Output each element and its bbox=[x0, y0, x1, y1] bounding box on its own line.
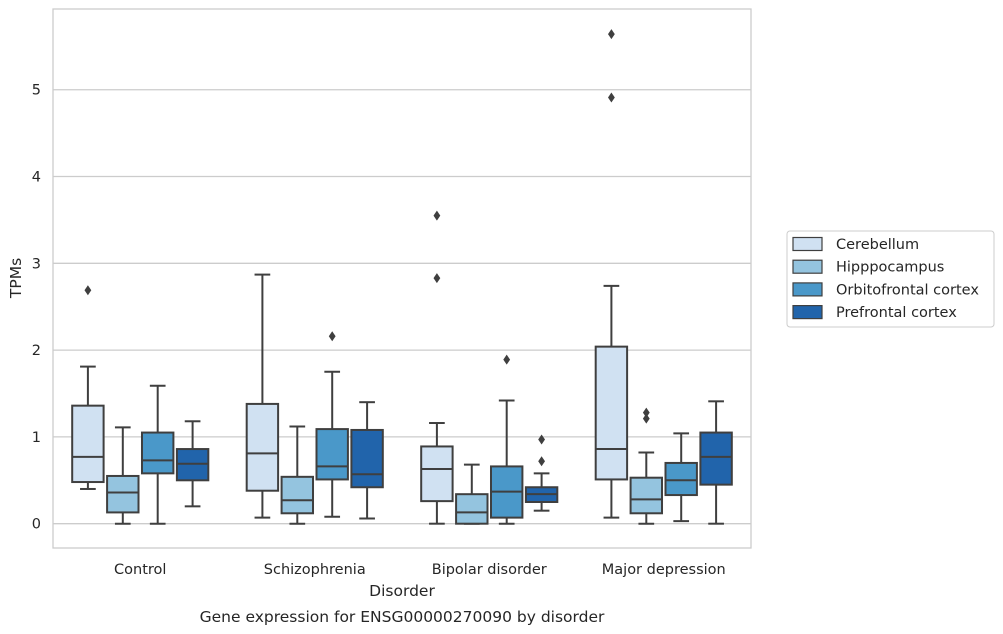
box-prefrontal-cortex bbox=[699, 400, 733, 525]
iqr-box bbox=[699, 431, 733, 486]
box-hipppocampus bbox=[280, 425, 315, 525]
x-tick-label: Control bbox=[114, 562, 166, 578]
outlier-point bbox=[608, 29, 615, 40]
outlier-point bbox=[84, 285, 92, 296]
box-hipppocampus bbox=[106, 426, 140, 525]
box-cerebellum bbox=[420, 210, 454, 525]
y-axis-label: TPMs bbox=[7, 258, 25, 299]
iqr-box bbox=[280, 475, 315, 515]
outlier-point bbox=[328, 331, 336, 342]
outlier-point bbox=[538, 434, 545, 445]
iqr-box bbox=[629, 476, 664, 515]
iqr-box bbox=[315, 428, 349, 481]
box-cerebellum bbox=[71, 285, 105, 490]
legend-swatch bbox=[792, 236, 823, 252]
legend: Cerebellum Hipppocampus Orbitofrontal cort… bbox=[786, 230, 995, 328]
iqr-box bbox=[420, 445, 454, 503]
box-prefrontal-cortex bbox=[524, 434, 559, 512]
iqr-box bbox=[455, 493, 489, 525]
outlier-point bbox=[642, 413, 650, 424]
box-cerebellum bbox=[245, 273, 280, 519]
box-hipppocampus bbox=[455, 463, 489, 525]
legend-label: Orbitofrontal cortex bbox=[836, 282, 979, 298]
iqr-box bbox=[350, 428, 384, 489]
legend-swatch bbox=[792, 305, 823, 320]
legend-frame bbox=[786, 230, 995, 328]
iqr-box bbox=[245, 402, 280, 492]
iqr-box bbox=[140, 431, 175, 475]
box-orbitofrontal-cortex bbox=[664, 432, 698, 523]
y-tick-label: 0 bbox=[32, 517, 41, 533]
x-axis-label: Disorder bbox=[369, 582, 435, 600]
iqr-box bbox=[106, 474, 140, 514]
y-tick-label: 5 bbox=[32, 83, 41, 99]
box-prefrontal-cortex bbox=[350, 401, 384, 520]
iqr-box bbox=[594, 345, 629, 481]
box-orbitofrontal-cortex bbox=[489, 354, 524, 525]
y-tick-label: 3 bbox=[32, 256, 41, 272]
outlier-point bbox=[433, 210, 441, 221]
x-tick-label: Bipolar disorder bbox=[432, 562, 547, 578]
outlier-point bbox=[503, 354, 511, 365]
outlier-point bbox=[608, 92, 615, 103]
plot-frame bbox=[52, 8, 752, 549]
box-orbitofrontal-cortex bbox=[315, 331, 349, 518]
outlier-point bbox=[642, 407, 650, 418]
x-tick-labels: Control Schizophrenia Bipolar disorder Majo… bbox=[114, 562, 726, 578]
box-cerebellum bbox=[594, 29, 629, 519]
boxes bbox=[71, 29, 733, 525]
iqr-box bbox=[71, 404, 105, 484]
chart-caption: Gene expression for ENSG00000270090 by d… bbox=[200, 608, 605, 626]
y-tick-label: 1 bbox=[32, 430, 41, 446]
legend-label: Hipppocampus bbox=[836, 260, 944, 276]
y-tick-label: 4 bbox=[32, 170, 41, 186]
box-orbitofrontal-cortex bbox=[140, 384, 175, 525]
legend-label: Cerebellum bbox=[836, 237, 919, 253]
legend-label: Prefrontal cortex bbox=[836, 305, 957, 321]
box-prefrontal-cortex bbox=[175, 420, 210, 508]
legend-swatch bbox=[792, 282, 823, 297]
legend-swatch bbox=[792, 259, 823, 274]
x-tick-label: Major depression bbox=[602, 562, 726, 578]
box-hipppocampus bbox=[629, 407, 664, 525]
iqr-box bbox=[664, 461, 698, 497]
y-tick-labels: 0 1 2 3 4 5 bbox=[32, 83, 41, 533]
outlier-point bbox=[433, 273, 441, 284]
y-tick-label: 2 bbox=[32, 343, 41, 359]
x-tick-label: Schizophrenia bbox=[264, 562, 366, 578]
outlier-point bbox=[538, 456, 545, 467]
